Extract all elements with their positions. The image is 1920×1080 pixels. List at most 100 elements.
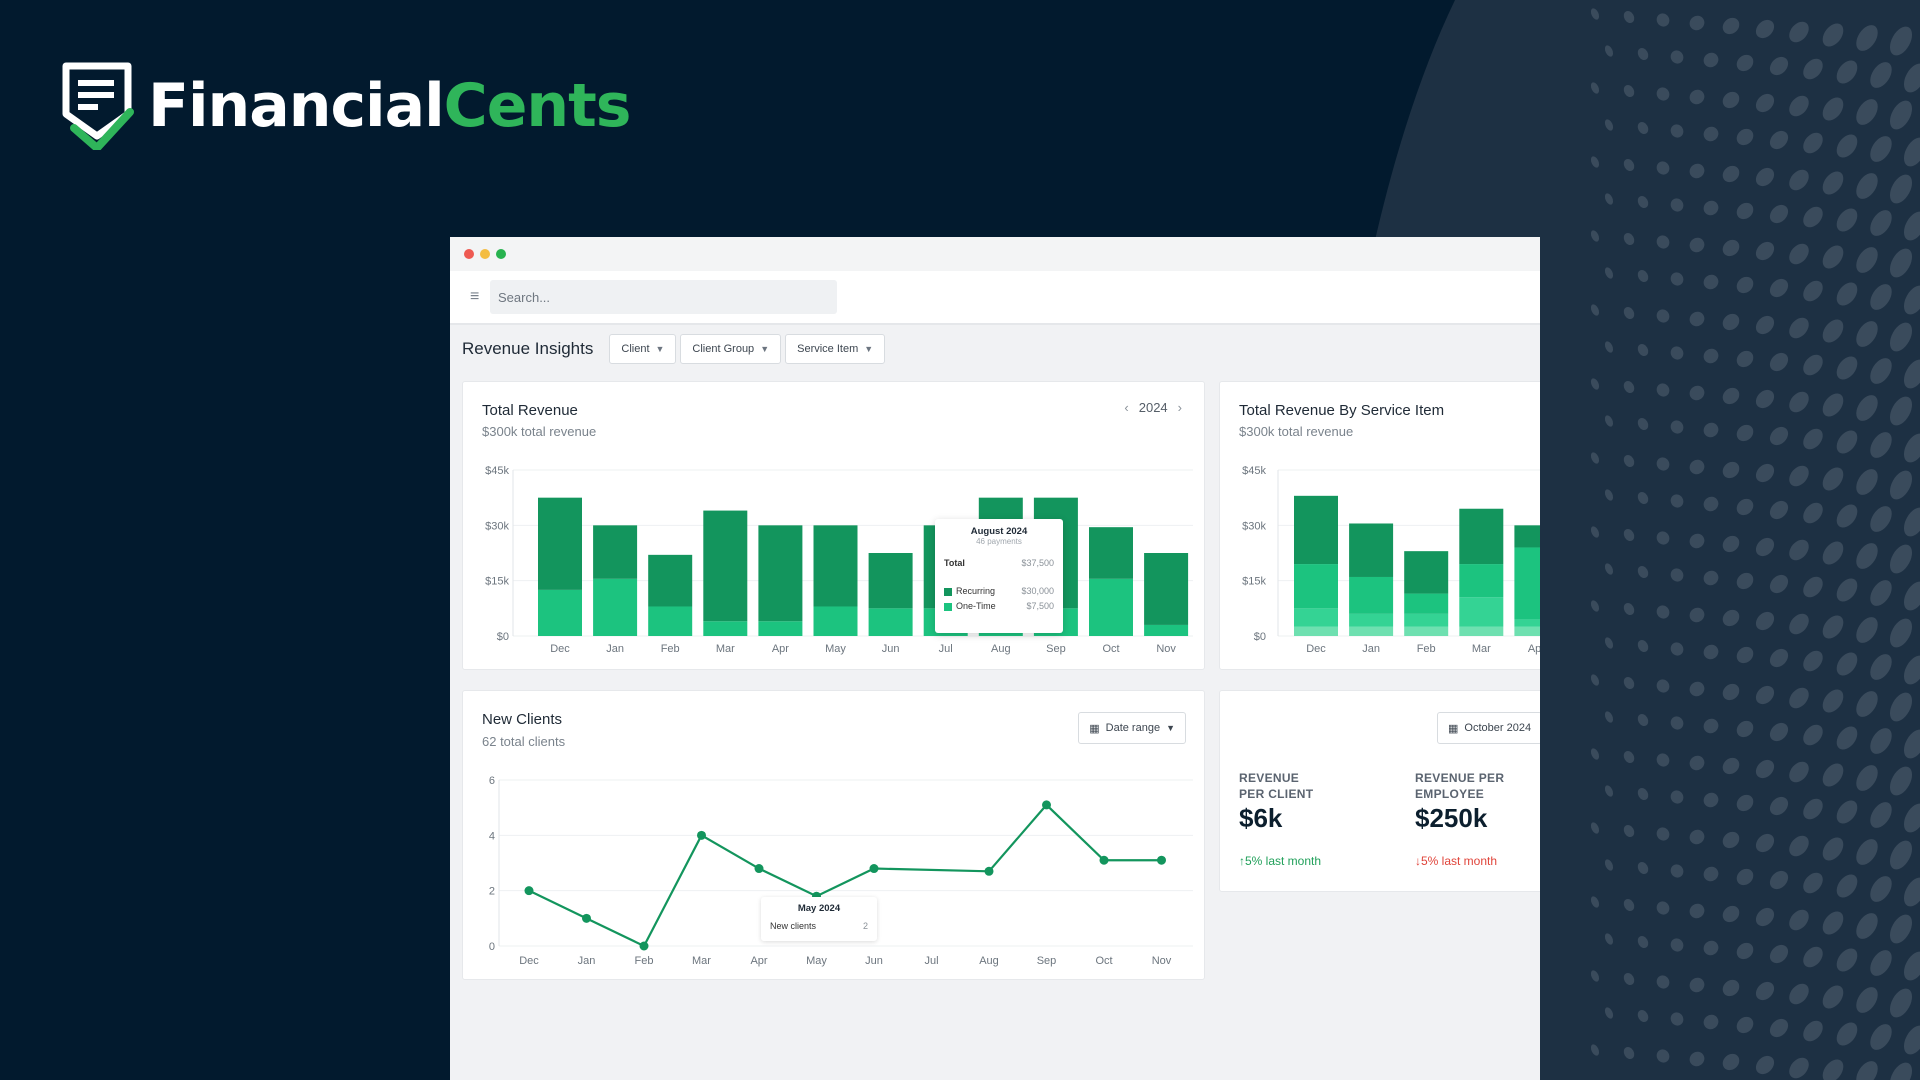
- search-input[interactable]: Search...: [490, 280, 837, 314]
- background-dot: [1903, 729, 1920, 759]
- bar-segment-jan: [593, 578, 638, 636]
- background-dot: [1769, 1018, 1789, 1038]
- background-dot: [1822, 393, 1844, 417]
- kpi-card: ▦ October 2024 REVENUE PER CLIENT $6k ↑5%…: [1219, 690, 1540, 892]
- background-dot: [1870, 358, 1892, 384]
- date-range-button[interactable]: ▦ Date range ▼: [1078, 712, 1186, 744]
- y-tick-label: 0: [489, 941, 495, 953]
- background-dot: [1789, 687, 1809, 709]
- background-dot: [1769, 278, 1789, 298]
- top-search-bar: ≡ Search...: [450, 271, 1540, 325]
- background-dot: [1637, 787, 1649, 801]
- background-dot: [1789, 909, 1809, 931]
- background-dot: [1590, 452, 1600, 464]
- chevron-left-icon[interactable]: ‹: [1124, 400, 1129, 415]
- window-close-button[interactable]: [464, 249, 474, 259]
- background-dot: [1637, 417, 1649, 431]
- background-dot: [1590, 304, 1600, 316]
- background-dot: [1637, 713, 1649, 727]
- background-dot: [1637, 47, 1649, 61]
- background-dot: [1889, 322, 1913, 352]
- background-dot: [1822, 319, 1844, 343]
- background-dot: [1903, 581, 1920, 611]
- service-item-card: Total Revenue By Service Item $300k tota…: [1219, 381, 1540, 670]
- background-dot: [1836, 948, 1858, 972]
- filter-client-button[interactable]: Client ▼: [609, 334, 677, 364]
- background-dot: [1689, 459, 1705, 475]
- background-dot: [1604, 563, 1614, 575]
- background-dot: [1836, 134, 1858, 158]
- bar-segment-dec: [1294, 564, 1338, 609]
- bar-segment-feb: [1404, 593, 1449, 614]
- background-dot: [1656, 87, 1670, 101]
- background-dot: [1689, 237, 1705, 253]
- filter-client-label: Client: [621, 343, 650, 355]
- background-dot: [1903, 951, 1920, 981]
- background-dot: [1803, 280, 1823, 302]
- background-dot: [1656, 901, 1670, 915]
- background-dot: [1736, 128, 1754, 146]
- background-dot: [1769, 796, 1789, 816]
- chevron-right-icon[interactable]: ›: [1177, 400, 1182, 415]
- background-dot: [1623, 972, 1635, 986]
- page-title: Revenue Insights: [462, 339, 594, 358]
- service-item-title: Total Revenue By Service Item: [1239, 402, 1445, 419]
- background-dot: [1689, 903, 1705, 919]
- background-dot: [1722, 683, 1740, 701]
- background-dot: [1856, 691, 1878, 717]
- background-dot: [1755, 463, 1775, 483]
- bar-segment-jan: [1349, 613, 1394, 627]
- y-tick-label: $15k: [485, 576, 509, 588]
- bar-segment-nov: [1144, 553, 1189, 625]
- background-dot: [1803, 428, 1823, 450]
- clients-tooltip-label: New clients: [770, 921, 817, 931]
- filter-service-item-button[interactable]: Service Item ▼: [785, 334, 886, 364]
- chevron-down-icon: ▼: [760, 344, 770, 354]
- x-tick-label: Mar: [716, 643, 735, 655]
- background-dot: [1822, 23, 1844, 47]
- background-dot: [1623, 454, 1635, 468]
- kpi-revenue-per-employee-trend: ↓5% last month: [1415, 854, 1497, 868]
- background-dot: [1623, 380, 1635, 394]
- background-dot: [1736, 1016, 1754, 1034]
- background-dot: [1822, 245, 1844, 269]
- window-minimize-button[interactable]: [480, 249, 490, 259]
- background-dot: [1722, 165, 1740, 183]
- background-dot: [1822, 911, 1844, 935]
- tooltip-onetime-value: $7,500: [1026, 601, 1054, 611]
- y-tick-label: $0: [497, 631, 509, 643]
- background-dot: [1670, 420, 1684, 434]
- background-dot: [1903, 137, 1920, 167]
- kpi-label-line: PER CLIENT: [1239, 787, 1314, 801]
- background-dot: [1836, 1022, 1858, 1046]
- background-dot: [1722, 1053, 1740, 1071]
- bar-segment-apr: [1514, 626, 1540, 636]
- background-dot: [1722, 535, 1740, 553]
- background-dot: [1769, 56, 1789, 76]
- background-dot: [1755, 1055, 1775, 1075]
- x-tick-label: Oct: [1102, 643, 1119, 655]
- background-dot: [1789, 539, 1809, 561]
- background-dot: [1736, 572, 1754, 590]
- background-dot: [1755, 537, 1775, 557]
- background-dot: [1870, 728, 1892, 754]
- background-dot: [1637, 565, 1649, 579]
- background-dot: [1590, 970, 1600, 982]
- month-picker-button[interactable]: ▦ October 2024: [1437, 712, 1540, 744]
- background-dot: [1789, 391, 1809, 413]
- background-dot: [1903, 655, 1920, 685]
- background-dot: [1623, 676, 1635, 690]
- filter-client-group-button[interactable]: Client Group ▼: [680, 334, 782, 364]
- bar-segment-may: [813, 606, 858, 636]
- background-dot: [1803, 206, 1823, 228]
- background-dot: [1722, 609, 1740, 627]
- background-dot: [1703, 274, 1719, 290]
- window-maximize-button[interactable]: [496, 249, 506, 259]
- background-dot: [1703, 866, 1719, 882]
- brand-name-part2: Cents: [443, 71, 632, 141]
- x-tick-label: May: [806, 955, 827, 967]
- background-dot: [1656, 235, 1670, 249]
- background-dot: [1870, 950, 1892, 976]
- hamburger-menu-icon[interactable]: ≡: [470, 288, 480, 305]
- bar-segment-feb: [648, 554, 693, 607]
